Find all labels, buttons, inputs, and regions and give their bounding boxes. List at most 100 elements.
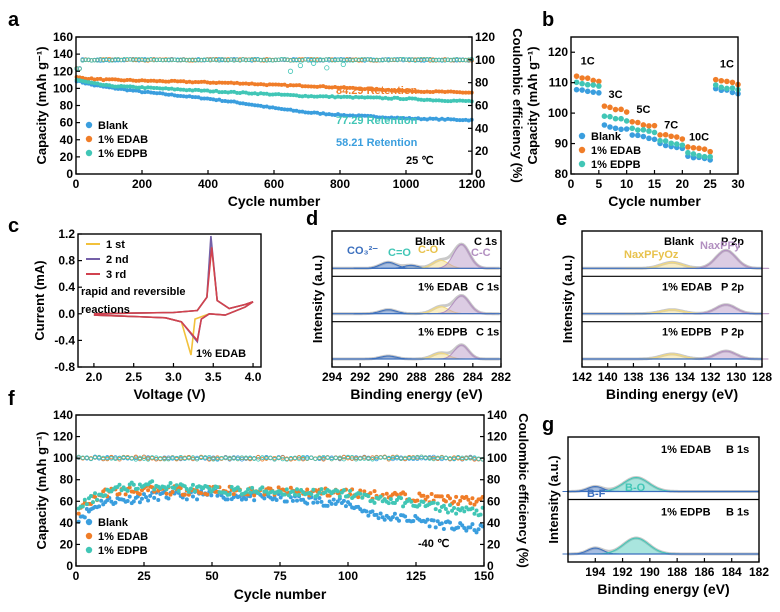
chart-a-ce-point	[442, 58, 448, 63]
chart-f-point-1% EDPB	[176, 488, 181, 493]
chart-f-point-Blank	[315, 500, 320, 505]
chart-a-point-1% EDAB	[291, 83, 296, 88]
chart-f-point-1% EDPB	[454, 511, 459, 516]
chart-f-ce-point	[141, 456, 147, 461]
chart-a-point-1% EDAB	[255, 82, 260, 87]
chart-e-xtick-label: 134	[675, 370, 695, 384]
chart-c-ytick-label: 0.8	[58, 254, 75, 268]
chart-a-y2tick-label: 0	[475, 167, 482, 181]
chart-f-ce-point	[390, 455, 396, 460]
chart-a-point-1% EDAB	[454, 90, 459, 95]
chart-b-point-1% EDAB	[635, 119, 641, 126]
chart-f-ce-point	[358, 456, 363, 461]
chart-b-point-1% EDPB	[646, 128, 652, 134]
chart-f-point-1% EDAB	[76, 511, 81, 516]
chart-b-point-1% EDPB	[579, 80, 585, 87]
chart-b-legend-marker	[578, 146, 586, 154]
chart-g-sub-element: B 1s	[726, 507, 749, 519]
chart-f-legend-label: 1% EDAB	[98, 531, 148, 543]
chart-a-point-1% EDAB	[445, 89, 450, 94]
chart-a-point-Blank	[261, 104, 266, 109]
chart-a-point-Blank	[383, 115, 388, 120]
chart-f-point-1% EDPB	[358, 491, 363, 496]
chart-a-point-1% EDAB	[184, 80, 189, 85]
chart-a-point-Blank	[214, 98, 219, 103]
chart-b-point-Blank	[601, 122, 608, 128]
chart-a-ce-point	[255, 57, 261, 62]
chart-f-point-Blank	[370, 509, 375, 514]
chart-a-point-1% EDAB	[365, 86, 370, 91]
chart-f-ce-point	[468, 456, 473, 461]
chart-f-point-1% EDPB	[260, 485, 265, 490]
chart-b-legend-label: Blank	[591, 131, 622, 143]
chart-a-point-1% EDAB	[131, 78, 136, 83]
chart-a-point-1% EDAB	[163, 79, 168, 84]
chart-a-point-1% EDAB	[142, 78, 147, 83]
chart-a-point-1% EDPB	[163, 86, 168, 91]
chart-b-xtick-label: 0	[568, 177, 575, 191]
chart-b-rate-label: 10C	[689, 132, 709, 144]
chart-f-ce-point	[280, 455, 285, 460]
chart-f-ce-point	[443, 455, 449, 461]
chart-f-point-1% EDPB	[131, 482, 136, 487]
chart-b-rate-label: 3C	[609, 89, 623, 101]
chart-a-point-1% EDPB	[229, 89, 234, 94]
chart-a-point-1% EDAB	[288, 83, 293, 88]
chart-f-point-1% EDPB	[409, 499, 414, 504]
chart-a-point-1% EDPB	[235, 90, 240, 95]
chart-a-point-1% EDPB	[392, 95, 397, 100]
chart-f-point-Blank	[190, 494, 195, 499]
chart-c-curve-3 rd	[93, 247, 254, 343]
chart-a-point-1% EDPB	[175, 87, 180, 92]
chart-f-xtick-label: 75	[273, 569, 287, 583]
chart-a-point-1% EDPB	[113, 84, 118, 89]
chart-f-y2tick-label: 60	[487, 494, 501, 508]
chart-b-point-1% EDPB	[618, 115, 624, 122]
chart-f-ylabel: Capacity (mAh g⁻¹)	[34, 431, 49, 549]
chart-f-xtick-label: 50	[205, 569, 219, 583]
chart-a-point-1% EDAB	[451, 89, 456, 94]
chart-a-point-1% EDAB	[229, 80, 234, 85]
chart-a-point-1% EDAB	[160, 79, 165, 84]
chart-f-ce-point	[239, 457, 245, 462]
chart-a-point-1% EDAB	[157, 78, 162, 83]
chart-a-point-1% EDAB	[83, 76, 88, 81]
chart-f-point-1% EDPB	[470, 506, 475, 511]
chart-f-y2tick-label: 0	[487, 559, 494, 573]
chart-c-xtick-label: 2.5	[125, 370, 142, 384]
chart-a-ce-point	[92, 58, 97, 63]
chart-b-point-Blank	[662, 142, 669, 149]
chart-a-ce-point	[258, 57, 263, 63]
chart-a-point-1% EDPB	[122, 84, 127, 89]
chart-a-point-1% EDAB	[104, 77, 109, 82]
chart-f-ce-point	[370, 457, 375, 462]
chart-b-point-1% EDPB	[662, 138, 669, 144]
chart-f-point-1% EDPB	[388, 497, 393, 502]
chart-a-point-1% EDAB	[279, 82, 284, 87]
chart-a-point-1% EDAB	[395, 88, 400, 93]
chart-f-ce-point	[305, 456, 310, 461]
chart-a-point-1% EDAB	[344, 85, 349, 90]
chart-f-point-Blank	[262, 496, 267, 501]
chart-b-xlabel: Cycle number	[608, 193, 701, 209]
chart-a-point-1% EDAB	[303, 84, 308, 89]
chart-e-xlabel: Binding energy (eV)	[606, 386, 738, 402]
chart-b-xtick-label: 15	[648, 177, 662, 191]
chart-f-point-1% EDPB	[462, 509, 467, 514]
chart-f-point-1% EDPB	[441, 503, 446, 508]
chart-f-ce-point	[349, 455, 355, 460]
chart-a-point-1% EDPB	[300, 94, 305, 99]
chart-a-point-1% EDAB	[457, 90, 462, 95]
chart-a-point-Blank	[324, 112, 329, 117]
chart-f-point-1% EDPB	[284, 487, 289, 492]
chart-f-point-Blank	[215, 493, 220, 498]
chart-f-ce-point	[109, 456, 114, 461]
chart-b-point-1% EDAB	[724, 78, 730, 85]
chart-b-point-1% EDAB	[712, 76, 719, 83]
chart-a-point-Blank	[131, 88, 136, 93]
chart-c-frame	[77, 233, 262, 368]
chart-f-ce-point	[472, 457, 477, 462]
chart-e-peak-label: NaxPFy	[700, 240, 741, 252]
chart-f-point-1% EDPB	[135, 486, 140, 491]
chart-a-point-1% EDPB	[226, 90, 231, 95]
